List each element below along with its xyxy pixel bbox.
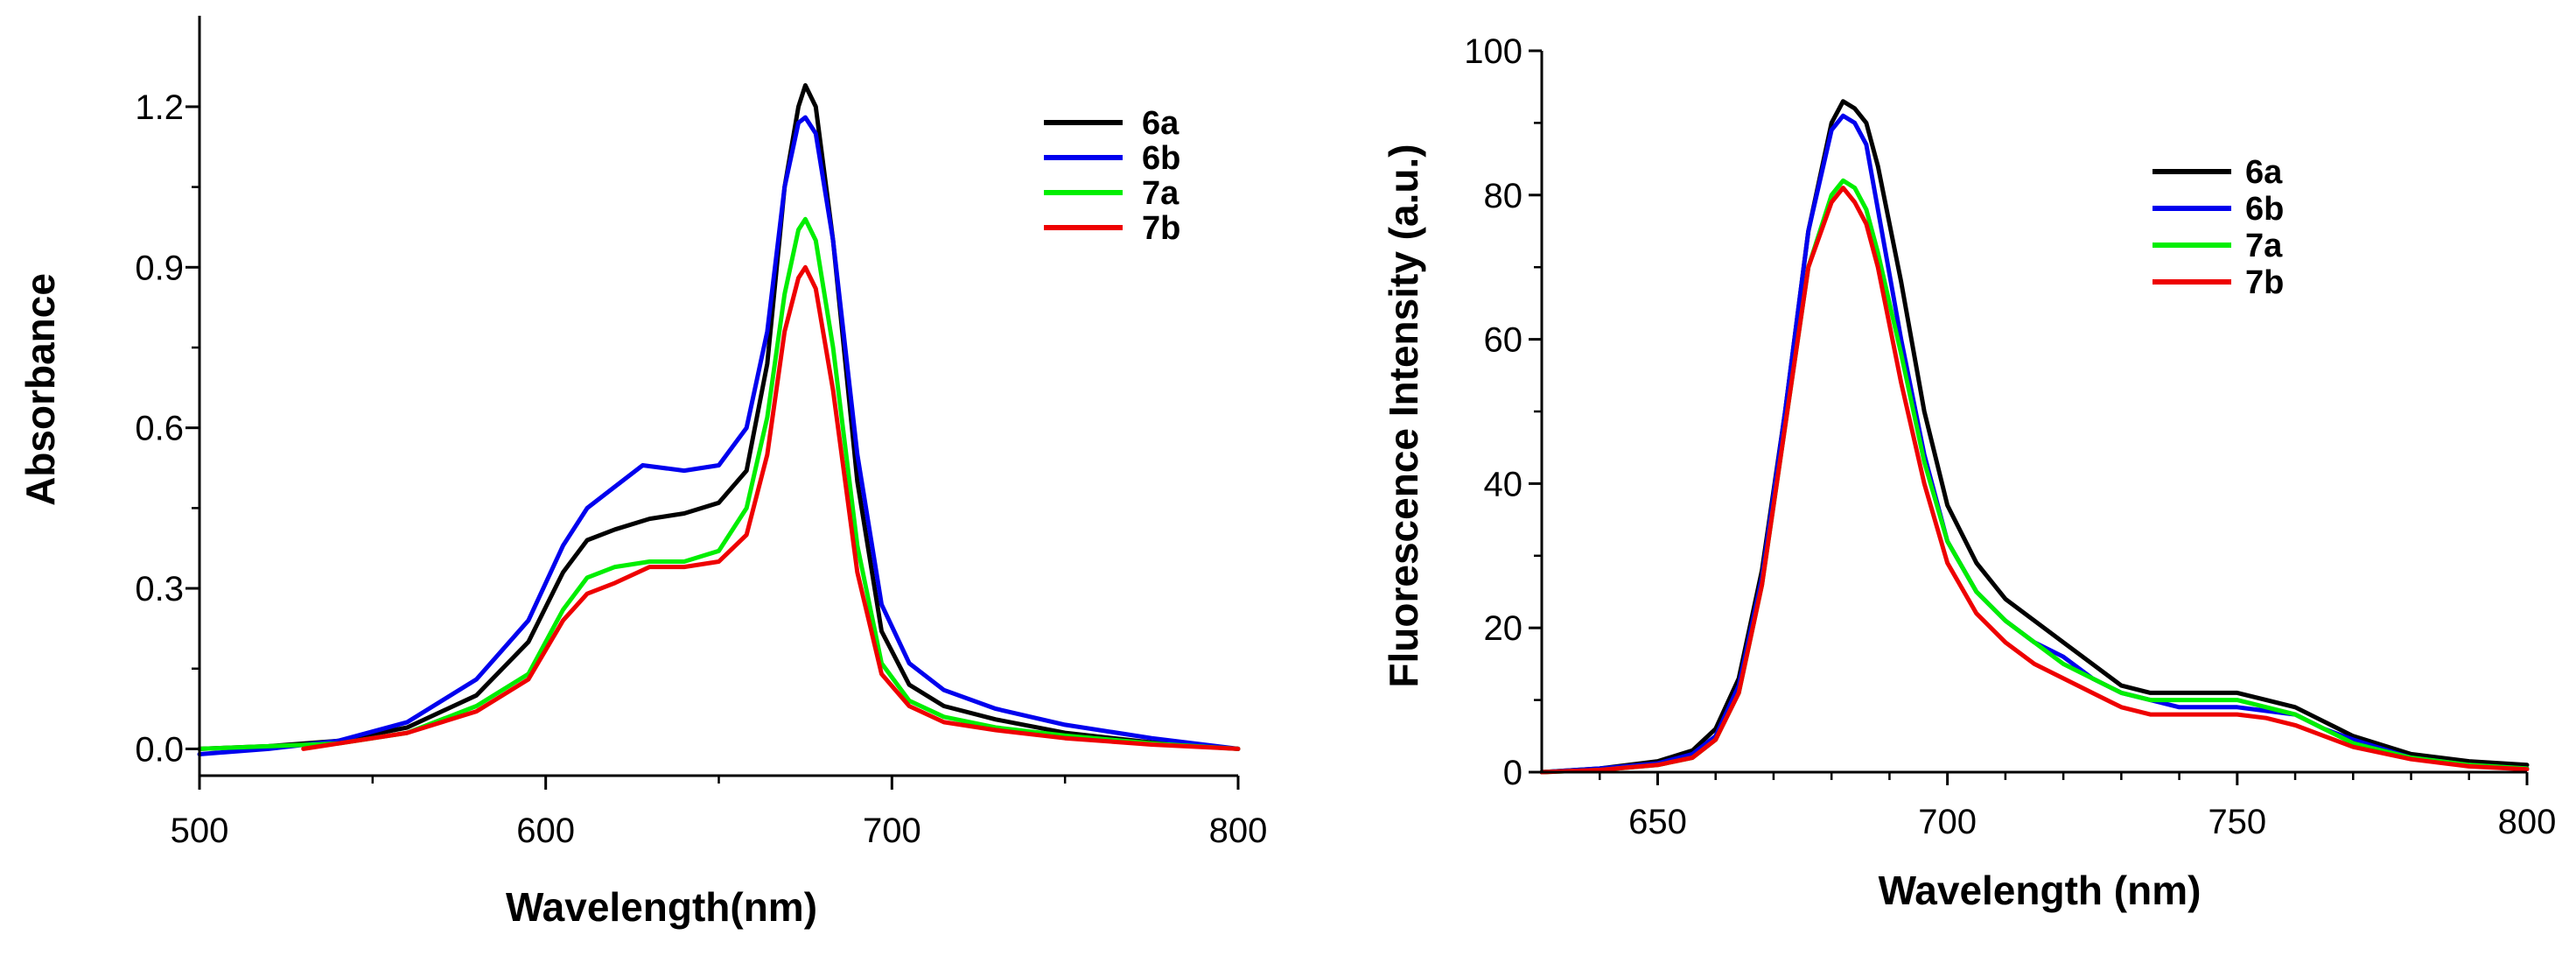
fluorescence-y-tick-label: 0 (1503, 754, 1522, 792)
fluorescence-y-tick-label: 100 (1464, 32, 1522, 71)
absorbance-x-tick-label: 600 (516, 812, 575, 850)
fluorescence-series-6a-line (1539, 99, 2530, 775)
absorbance-x-tick-label: 700 (863, 812, 921, 850)
fluorescence-series-7b-line (1539, 186, 2530, 775)
fluorescence-x-tick-label: 750 (2208, 803, 2266, 841)
fluorescence-y-tick-label: 20 (1484, 609, 1523, 648)
fluorescence-series-7a-line (1539, 178, 2530, 775)
absorbance-chart: 500 600 700 800 0.0 0.3 0.6 0.9 1.2 Wavelength(n… (18, 16, 1267, 930)
absorbance-series-6a-line (197, 83, 1241, 751)
fluorescence-series-layer (1539, 99, 2530, 775)
fluorescence-x-tick-label: 800 (2498, 803, 2557, 841)
absorbance-x-tick-label: 800 (1209, 812, 1268, 850)
absorbance-x-axis-title: Wavelength(nm) (506, 884, 817, 930)
fluorescence-legend-label-6a: 6a (2245, 154, 2283, 191)
fluorescence-x-axis-title: Wavelength (nm) (1879, 868, 2202, 913)
absorbance-legend-label-7a: 7a (1142, 175, 1180, 212)
absorbance-tick-labels: 500 600 700 800 0.0 0.3 0.6 0.9 1.2 (135, 88, 1267, 850)
absorbance-series-6b-line (197, 115, 1241, 756)
fluorescence-y-tick-label: 80 (1484, 177, 1523, 215)
absorbance-axes-layer (186, 16, 1240, 790)
fluorescence-y-tick-label: 40 (1484, 465, 1523, 503)
fluorescence-series-6b-line (1539, 113, 2530, 775)
absorbance-legend-label-6b: 6b (1142, 140, 1180, 177)
fluorescence-x-tick-label: 700 (1918, 803, 1977, 841)
absorbance-y-tick-label: 0.0 (135, 730, 184, 769)
absorbance-series-7b-line (301, 264, 1241, 751)
fluorescence-y-axis-title: Fluorescence Intensity (a.u.) (1381, 144, 1426, 687)
absorbance-y-tick-label: 1.2 (135, 88, 184, 127)
fluorescence-chart: 650 700 750 800 0 20 40 60 80 100 Wavelength (nm)… (1381, 32, 2556, 913)
absorbance-y-tick-label: 0.6 (135, 410, 184, 448)
fluorescence-legend-label-6b: 6b (2245, 191, 2284, 228)
absorbance-y-axis-title: Absorbance (18, 273, 63, 506)
absorbance-legend-label-7b: 7b (1142, 210, 1180, 247)
fluorescence-legend-label-7a: 7a (2245, 228, 2283, 264)
fluorescence-axes-layer (1529, 49, 2529, 785)
absorbance-y-tick-label: 0.9 (135, 249, 184, 287)
absorbance-y-tick-label: 0.3 (135, 570, 184, 608)
fluorescence-tick-labels: 650 700 750 800 0 20 40 60 80 100 (1464, 32, 2556, 841)
fluorescence-legend-label-7b: 7b (2245, 264, 2284, 301)
absorbance-series-7a-line (197, 216, 1241, 751)
absorbance-series-layer (197, 83, 1241, 756)
fluorescence-x-tick-label: 650 (1628, 803, 1687, 841)
absorbance-legend-label-6a: 6a (1142, 105, 1180, 142)
fluorescence-y-tick-label: 60 (1484, 321, 1523, 360)
absorbance-x-tick-label: 500 (171, 812, 229, 850)
